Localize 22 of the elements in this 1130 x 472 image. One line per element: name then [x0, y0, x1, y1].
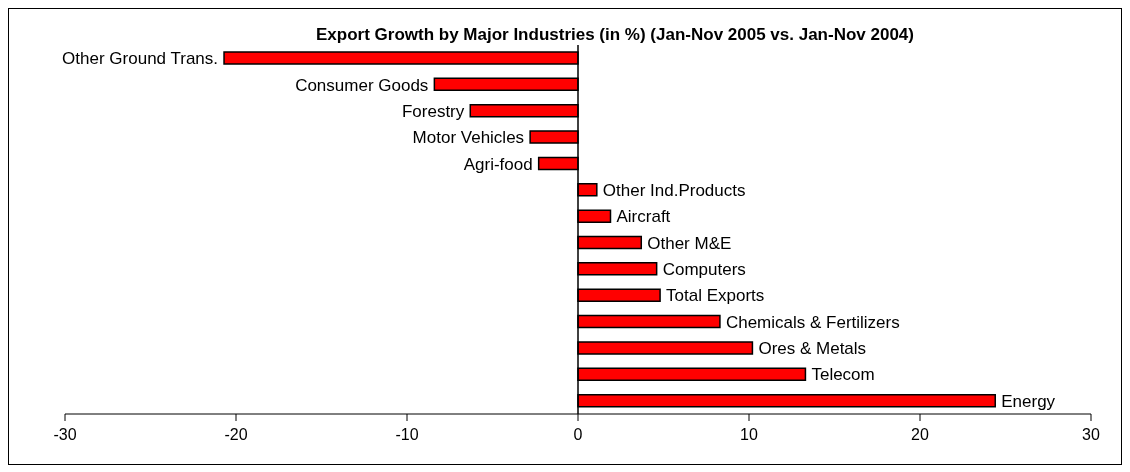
y-tick-label: Computers: [662, 260, 746, 280]
y-tick-label: Chemicals & Fertilizers: [725, 312, 900, 332]
y-tick-label: Total Exports: [666, 286, 765, 306]
y-tick-label: Other M&E: [647, 233, 732, 253]
y-tick-label: Forestry: [401, 101, 465, 121]
y-tick-label: Consumer Goods: [295, 75, 429, 95]
y-tick-label: Motor Vehicles: [412, 128, 525, 148]
y-tick-label: Ores & Metals: [758, 339, 867, 359]
x-tick-label: -10: [395, 426, 419, 444]
x-tick-label: -20: [224, 426, 248, 444]
x-tick-label: 30: [1082, 426, 1100, 444]
y-tick-label: Energy: [1001, 391, 1056, 411]
x-tick-label: 0: [573, 426, 583, 444]
x-tick-label: -30: [53, 426, 77, 444]
y-tick-label: Other Ind.Products: [602, 180, 746, 200]
chart-title: Export Growth by Major Industries (in %) (Jan-Nov 2005 vs. Jan-Nov 2004): [315, 24, 915, 45]
y-tick-label: Aircraft: [616, 207, 671, 227]
y-tick-label: Other Ground Trans.: [62, 49, 219, 69]
x-tick-label: 20: [911, 426, 929, 444]
y-tick-label: Telecom: [811, 365, 875, 385]
x-tick-label: 10: [740, 426, 758, 444]
y-tick-label: Agri-food: [463, 154, 533, 174]
